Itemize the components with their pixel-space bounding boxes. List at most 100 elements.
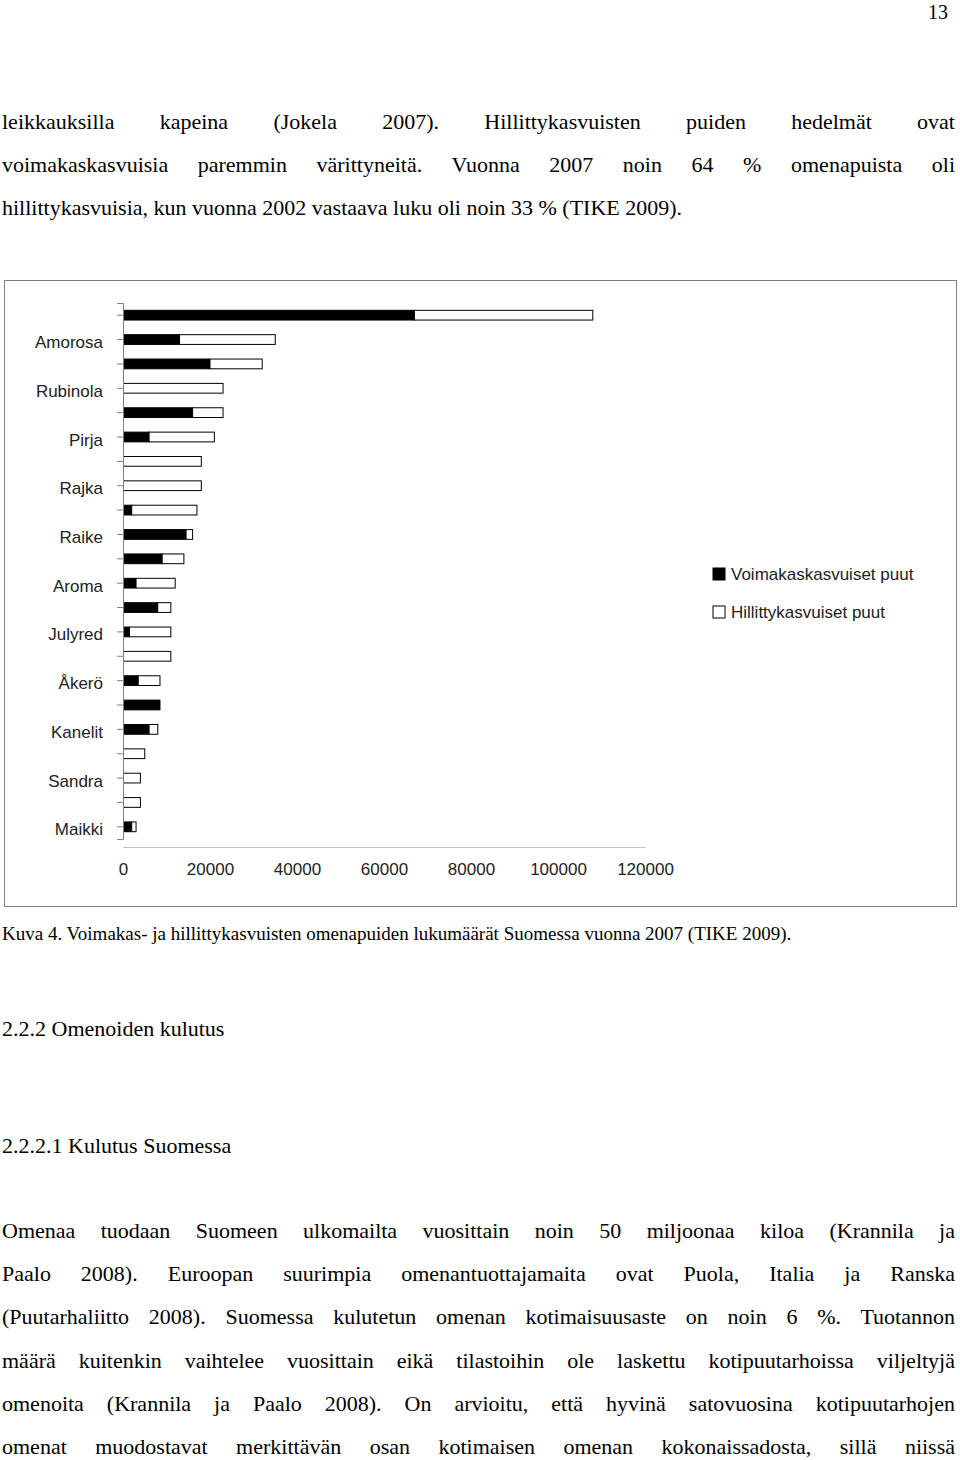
- paragraph-line: hillittykasvuisia, kun vuonna 2002 vasta…: [2, 195, 955, 221]
- tick-label: 0: [119, 860, 128, 879]
- bar: [123, 724, 149, 734]
- bar: [123, 481, 201, 491]
- tick: Aroma: [53, 577, 123, 596]
- legend-swatch: [713, 568, 725, 580]
- tick-mark: [117, 388, 123, 389]
- category-label: Åkerö: [59, 674, 103, 693]
- bar: [123, 773, 140, 783]
- tick: Sandra: [48, 772, 123, 791]
- tick-mark: [117, 315, 123, 316]
- tick: 20000: [187, 847, 234, 879]
- bar: [159, 700, 160, 710]
- bar: [123, 530, 186, 540]
- tick-mark: [117, 412, 123, 413]
- category-label: Julyred: [48, 625, 103, 644]
- bar: [123, 749, 145, 759]
- bar: [123, 822, 132, 832]
- bar: [180, 335, 276, 345]
- tick-label: 40000: [274, 860, 321, 879]
- tick: 40000: [274, 847, 321, 879]
- category-label: Rubinola: [36, 382, 104, 401]
- tick-mark: [117, 534, 123, 535]
- tick: [117, 558, 123, 559]
- tick: [117, 412, 123, 413]
- category-label: Kanelit: [51, 723, 103, 742]
- tick-mark: [117, 729, 123, 730]
- bar: [123, 651, 171, 661]
- bar: [210, 359, 262, 369]
- tick: Pirja: [69, 431, 123, 450]
- tick-label: 20000: [187, 860, 234, 879]
- paragraph-line: määrä kuitenkin vaihtelee vuosittain eik…: [2, 1348, 955, 1374]
- tick: Julyred: [48, 625, 123, 644]
- tick: Maikki: [55, 820, 123, 839]
- legend-swatch: [713, 606, 725, 618]
- tick-mark: [117, 753, 123, 754]
- paragraph-line: voimakaskasvuisia paremmin värittyneitä.…: [2, 152, 955, 178]
- section-heading: 2.2.2 Omenoiden kulutus: [2, 1016, 224, 1042]
- tick: 0: [119, 847, 128, 879]
- tick: Kanelit: [51, 723, 123, 742]
- category-label: Amorosa: [35, 333, 104, 352]
- tick-mark: [117, 826, 123, 827]
- tick: Raike: [60, 528, 123, 547]
- bar: [130, 627, 171, 637]
- tick: Rubinola: [36, 382, 123, 401]
- paragraph-line: omenoita (Krannila ja Paalo 2008). On ar…: [2, 1391, 955, 1417]
- tick: [117, 315, 123, 316]
- bar: [123, 432, 149, 442]
- tick: Rajka: [60, 479, 123, 498]
- chart: Amorosa Rubinola Pirja Rajka Raike Aroma Julyr…: [4, 280, 957, 907]
- tick: 60000: [361, 847, 408, 879]
- category-label: Raike: [60, 528, 103, 547]
- tick-mark: [117, 485, 123, 486]
- category-label: Aroma: [53, 577, 104, 596]
- paragraph-line: omenat muodostavat merkittävän osan koti…: [2, 1434, 955, 1460]
- legend-item: Hillittykasvuiset puut: [713, 603, 885, 622]
- tick-mark: [117, 607, 123, 608]
- legend-item: Voimakaskasvuiset puut: [713, 565, 914, 584]
- bar: [123, 676, 138, 686]
- bar: [123, 456, 201, 466]
- tick-mark: [117, 583, 123, 584]
- tick-label: 60000: [361, 860, 408, 879]
- bar: [123, 505, 132, 515]
- bar: [123, 798, 140, 808]
- paragraph-line: Paalo 2008). Euroopan suurimpia omenantu…: [2, 1261, 955, 1287]
- bar: [132, 505, 197, 515]
- axis-line: [117, 304, 124, 840]
- category-label: Sandra: [48, 772, 103, 791]
- bar: [123, 408, 193, 418]
- bar: [123, 700, 160, 710]
- tick-mark: [117, 558, 123, 559]
- bar: [414, 310, 592, 320]
- tick-mark: [117, 631, 123, 632]
- legend-label: Voimakaskasvuiset puut: [731, 565, 914, 584]
- tick: [117, 753, 123, 754]
- tick-mark: [117, 510, 123, 511]
- tick: [117, 656, 123, 657]
- category-label: Rajka: [60, 479, 104, 498]
- bar: [162, 554, 184, 564]
- bar: [138, 676, 160, 686]
- paragraph-line: Omenaa tuodaan Suomeen ulkomailta vuosit…: [2, 1218, 955, 1244]
- figure-caption: Kuva 4. Voimakas- ja hillittykasvuisten …: [2, 923, 791, 945]
- tick: [117, 461, 123, 462]
- bar: [158, 603, 171, 613]
- axis-line: [124, 847, 646, 848]
- tick: 120000: [617, 847, 674, 879]
- tick-mark: [117, 656, 123, 657]
- tick-label: 80000: [448, 860, 495, 879]
- bar: [149, 724, 158, 734]
- bar: [123, 603, 158, 613]
- tick: Åkerö: [59, 674, 123, 693]
- bar: [149, 432, 214, 442]
- tick: [117, 705, 123, 706]
- tick-mark: [117, 680, 123, 681]
- tick: Amorosa: [35, 333, 123, 352]
- value-axis: 020000400006000080000100000120000: [119, 847, 674, 879]
- bar: [123, 554, 162, 564]
- legend-label: Hillittykasvuiset puut: [731, 603, 885, 622]
- tick-mark: [117, 778, 123, 779]
- tick-mark: [117, 802, 123, 803]
